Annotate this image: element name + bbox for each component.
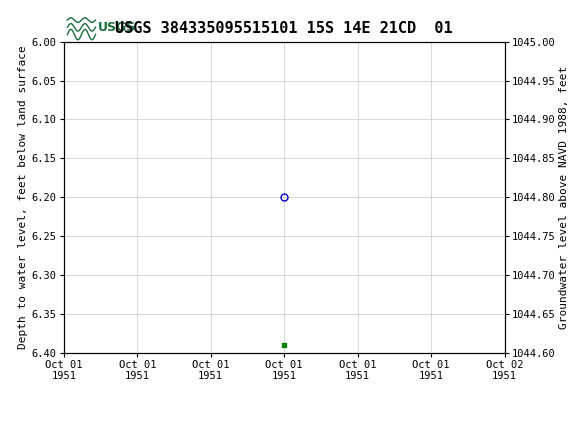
Title: USGS 384335095515101 15S 14E 21CD  01: USGS 384335095515101 15S 14E 21CD 01 xyxy=(115,22,453,37)
Y-axis label: Groundwater level above NAVD 1988, feet: Groundwater level above NAVD 1988, feet xyxy=(560,65,570,329)
Y-axis label: Depth to water level, feet below land surface: Depth to water level, feet below land su… xyxy=(17,45,28,349)
FancyBboxPatch shape xyxy=(66,15,117,40)
Text: USGS: USGS xyxy=(98,21,136,34)
